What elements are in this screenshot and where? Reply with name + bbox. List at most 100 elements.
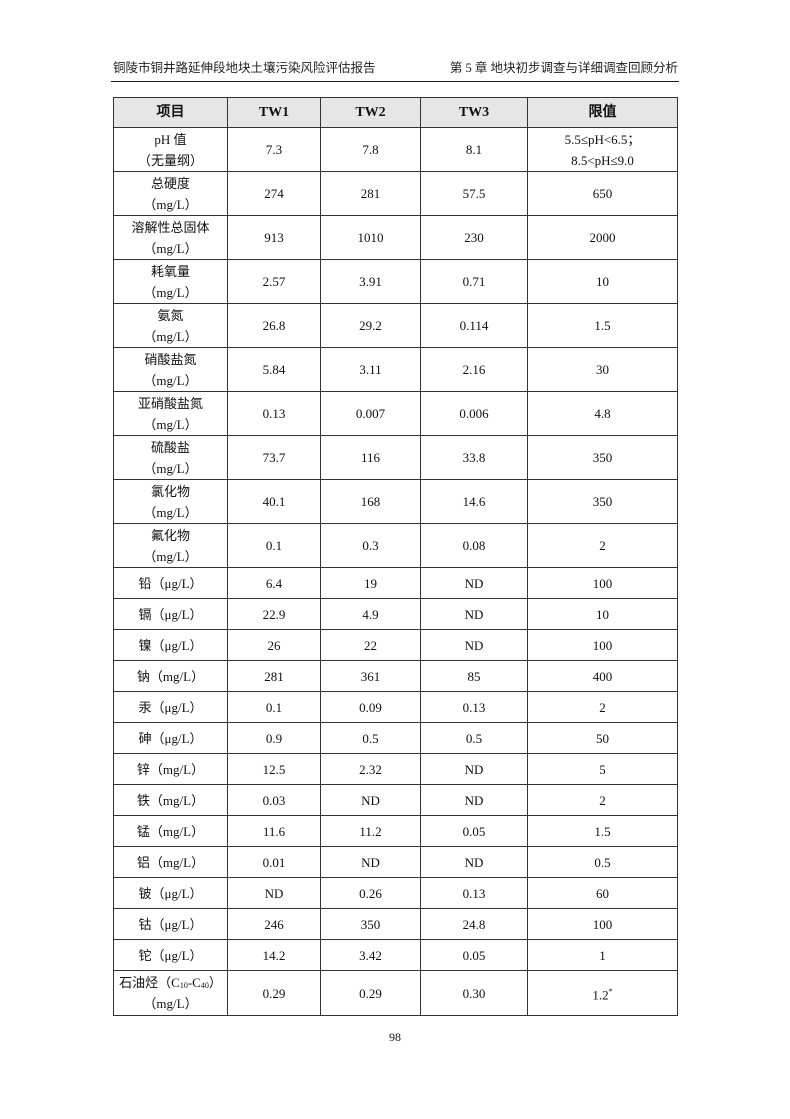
cell-text: 硝酸盐氮 — [144, 351, 197, 367]
limit-cell: 1.2* — [527, 970, 678, 1016]
cell-text: 2 — [599, 699, 606, 715]
value-cell: 7.8 — [320, 127, 421, 172]
value-cell: 7.3 — [227, 127, 321, 172]
value-cell: 6.4 — [227, 567, 321, 599]
cell-text: ND — [464, 792, 484, 808]
table-row: 氯化物 （mg/L） 40.1 168 14.6 350 — [113, 479, 678, 524]
table-row: 硫酸盐 （mg/L） 73.7 116 33.8 350 — [113, 435, 678, 480]
value-cell: 2.57 — [227, 259, 321, 304]
cell-text: 1.5 — [594, 823, 611, 839]
cell-text: 0.5 — [465, 730, 483, 746]
column-header: 项目 — [113, 97, 228, 128]
item-cell: 锰（mg/L） — [113, 815, 228, 847]
table-row: 硝酸盐氮 （mg/L） 5.84 3.11 2.16 30 — [113, 347, 678, 392]
cell-text: 14.2 — [262, 947, 286, 963]
table-row: 石油烃（C10-C40） （mg/L） 0.29 0.29 0.30 1.2* — [113, 970, 678, 1016]
table-row: 汞（μg/L） 0.1 0.09 0.13 2 — [113, 691, 678, 723]
value-cell: 350 — [320, 908, 421, 940]
item-cell: 溶解性总固体 （mg/L） — [113, 215, 228, 260]
cell-text: 5 — [599, 761, 606, 777]
value-cell: 73.7 — [227, 435, 321, 480]
cell-text: 10 — [596, 606, 609, 622]
value-cell: 0.13 — [420, 691, 528, 723]
cell-text: 281 — [360, 186, 381, 201]
subscript: 40 — [200, 981, 209, 990]
limit-cell: 5 — [527, 753, 678, 785]
cell-text: 26 — [267, 637, 281, 653]
table-row: 钠（mg/L） 281 361 85 400 — [113, 660, 678, 692]
value-cell: 913 — [227, 215, 321, 260]
value-cell: 0.09 — [320, 691, 421, 723]
table-row: 铅（μg/L） 6.4 19 ND 100 — [113, 567, 678, 599]
value-cell: ND — [227, 877, 321, 909]
cell-text: 0.26 — [359, 885, 382, 901]
cell-text: 22 — [364, 637, 377, 653]
cell-text: 铁（mg/L） — [136, 792, 205, 808]
item-cell: 硝酸盐氮 （mg/L） — [113, 347, 228, 392]
value-cell: 29.2 — [320, 303, 421, 348]
item-cell: 镍（μg/L） — [113, 629, 228, 661]
value-cell: 0.29 — [227, 970, 321, 1016]
limit-cell: 2000 — [527, 215, 678, 260]
cell-text: 0.09 — [359, 699, 382, 715]
table-row: 总硬度 （mg/L） 274 281 57.5 650 — [113, 171, 678, 216]
value-cell: 11.6 — [227, 815, 321, 847]
cell-text: 0.05 — [462, 947, 486, 963]
value-cell: 0.03 — [227, 784, 321, 816]
value-cell: 0.29 — [320, 970, 421, 1016]
cell-text: 0.13 — [462, 885, 486, 901]
cell-text: ND — [464, 575, 484, 591]
cell-text: 钠（mg/L） — [136, 668, 205, 684]
cell-text: 100 — [592, 637, 613, 653]
cell-text: 10 — [596, 274, 609, 289]
cell-text: （mg/L） — [143, 504, 198, 520]
cell-text: 4.9 — [362, 606, 379, 622]
table-row: 溶解性总固体 （mg/L） 913 1010 230 2000 — [113, 215, 678, 260]
limit-cell: 30 — [527, 347, 678, 392]
cell-text: 0.13 — [462, 699, 486, 715]
table-row: 亚硝酸盐氮 （mg/L） 0.13 0.007 0.006 4.8 — [113, 391, 678, 436]
table-row: pH 值 （无量纲） 7.3 7.8 8.1 5.5≤pH<6.5； 8.5<pH≤9.0 — [113, 127, 678, 172]
cell-text: 7.3 — [265, 142, 283, 157]
table-row: 氨氮 （mg/L） 26.8 29.2 0.114 1.5 — [113, 303, 678, 348]
value-cell: 4.9 — [320, 598, 421, 630]
limit-cell: 50 — [527, 722, 678, 754]
value-cell: 14.6 — [420, 479, 528, 524]
cell-text: 2.16 — [462, 362, 486, 377]
cell-text: ND — [361, 854, 380, 870]
value-cell: 281 — [227, 660, 321, 692]
table-row: 钴（μg/L） 246 350 24.8 100 — [113, 908, 678, 940]
cell-text: 0.007 — [355, 406, 386, 421]
limit-cell: 350 — [527, 479, 678, 524]
page-number: 98 — [389, 1030, 401, 1044]
limit-cell: 2 — [527, 784, 678, 816]
cell-text: 0.3 — [362, 538, 379, 553]
running-header-chapter: 第 5 章 地块初步调查与详细调查回顾分析 — [449, 61, 678, 75]
table-row: 砷（μg/L） 0.9 0.5 0.5 50 — [113, 722, 678, 754]
limit-cell: 5.5≤pH<6.5； 8.5<pH≤9.0 — [527, 127, 678, 172]
value-cell: 14.2 — [227, 939, 321, 971]
cell-text: ND — [464, 606, 484, 622]
cell-text: （mg/L） — [143, 196, 198, 212]
cell-text: 镉（μg/L） — [138, 606, 203, 622]
cell-text: 350 — [592, 494, 613, 509]
cell-text: 0.05 — [462, 823, 486, 839]
cell-text: 57.5 — [462, 186, 486, 201]
cell-text: 耗氧量 — [150, 263, 190, 279]
cell-text: 350 — [360, 916, 381, 932]
cell-text: 60 — [596, 885, 609, 901]
cell-text: 0.114 — [459, 318, 489, 333]
cell-text: 274 — [264, 186, 284, 201]
cell-text: ND — [361, 792, 380, 808]
column-header: TW2 — [320, 97, 421, 128]
cell-text: 0.29 — [359, 985, 382, 1001]
item-cell: 硫酸盐 （mg/L） — [113, 435, 228, 480]
limit-cell: 0.5 — [527, 846, 678, 878]
cell-text: pH 值 — [154, 131, 187, 147]
cell-text: 汞（μg/L） — [138, 699, 203, 715]
value-cell: 8.1 — [420, 127, 528, 172]
cell-text: 11.6 — [262, 823, 286, 839]
limit-cell: 100 — [527, 629, 678, 661]
cell-text: 0.03 — [262, 792, 286, 808]
cell-text: 铊（μg/L） — [138, 947, 203, 963]
